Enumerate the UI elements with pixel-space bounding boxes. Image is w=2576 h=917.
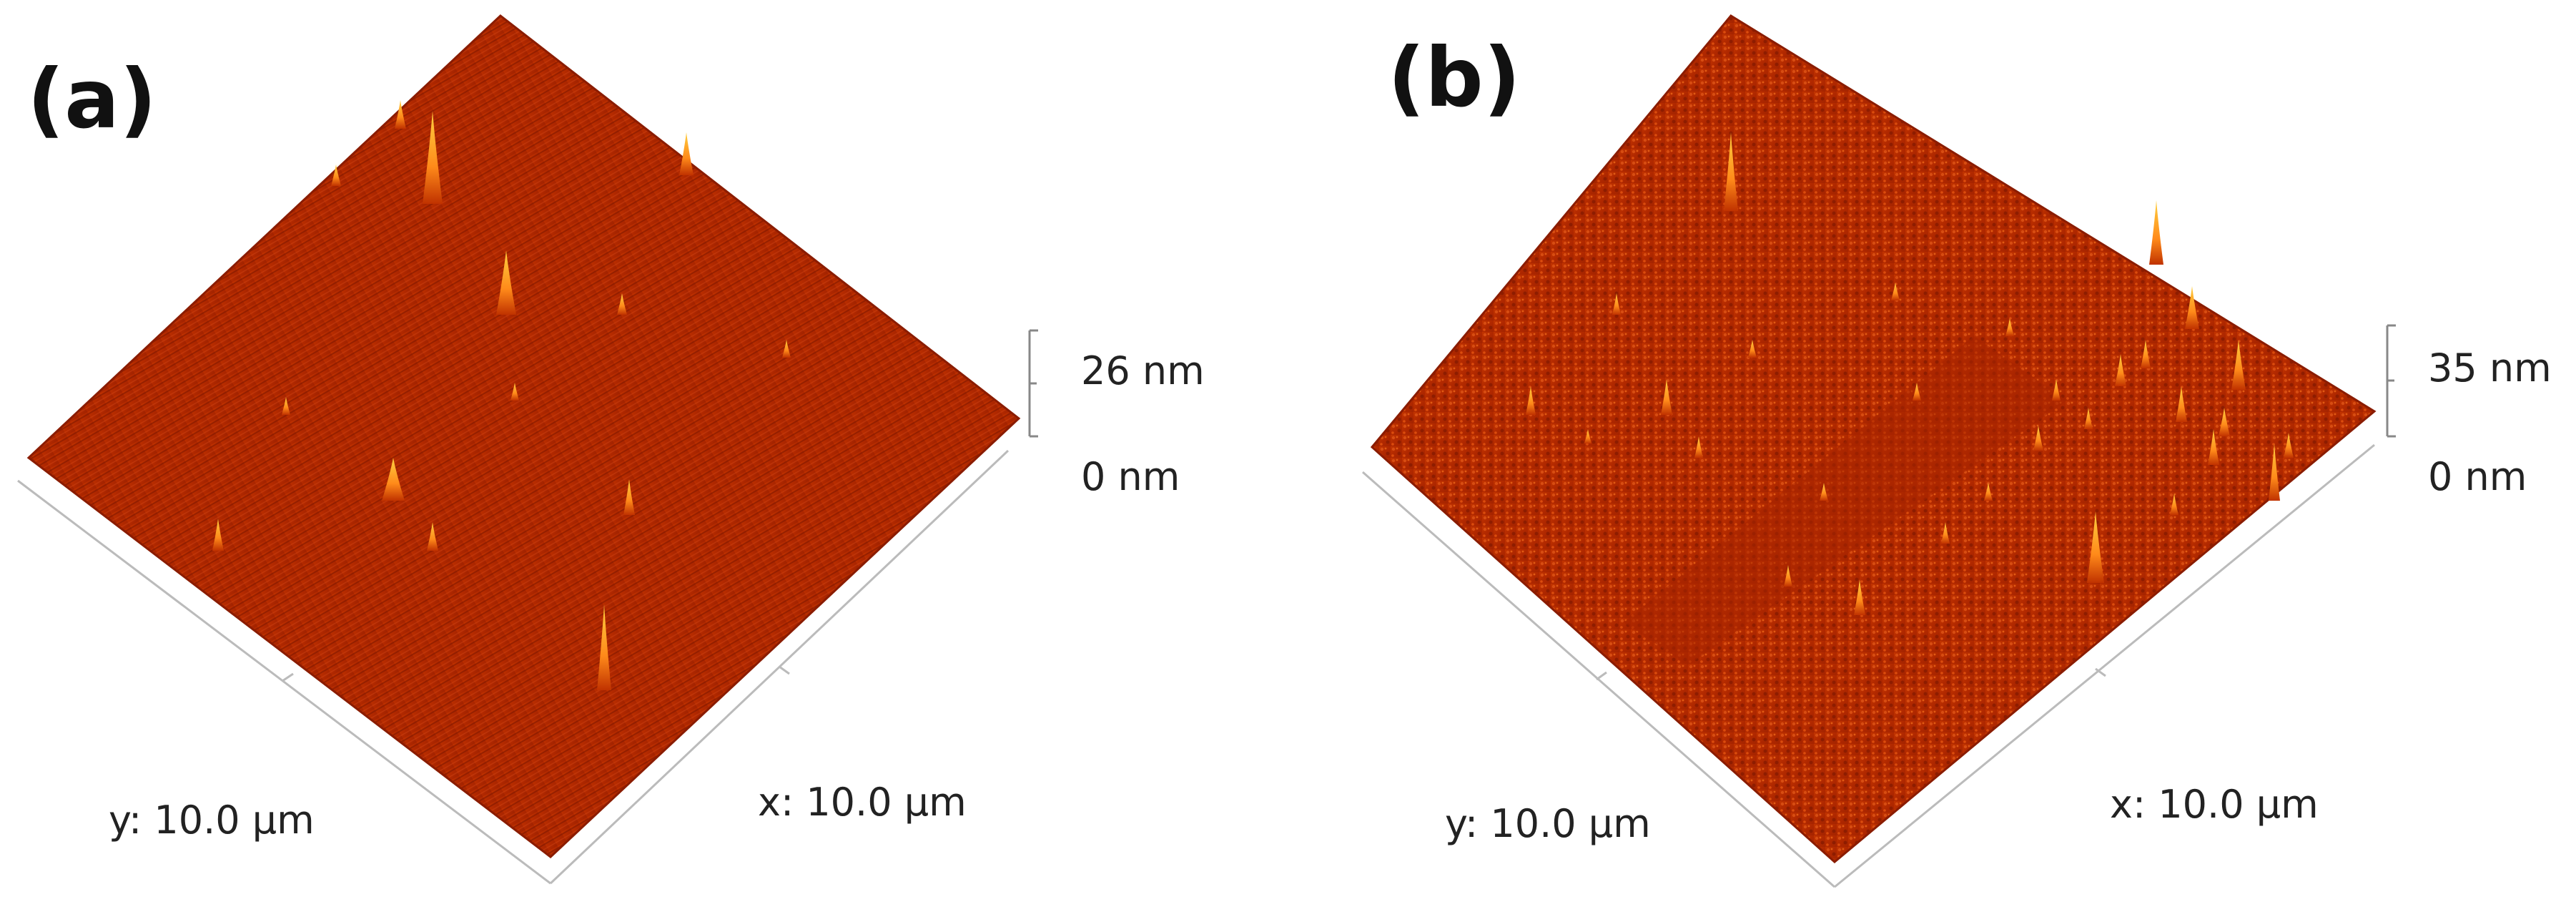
surface-peak (331, 165, 341, 186)
surface-peak (2170, 494, 2178, 515)
afm-surface-a (17, 14, 1038, 885)
surface-peak (597, 604, 611, 690)
surface-peak (2033, 426, 2043, 451)
surface-peak (1820, 483, 1828, 501)
surface-peak (2141, 340, 2151, 368)
surface-peak (2149, 200, 2163, 265)
surface-peak (1913, 383, 1921, 401)
surface-peak (1661, 379, 1672, 415)
surface-peak (510, 383, 519, 401)
z-bottom-label-b: 0 nm (2428, 454, 2527, 499)
surface-peak (2052, 379, 2061, 401)
surface-peak (679, 132, 694, 175)
surface-peak (1941, 522, 1950, 544)
surface-peak (382, 458, 405, 501)
surface-peak (2087, 511, 2104, 583)
smooth-band-b (1624, 336, 2067, 665)
surface-peak (782, 340, 791, 358)
surface-peak (1748, 340, 1757, 358)
z-top-label-b: 35 nm (2428, 345, 2552, 391)
surface-peak (1724, 132, 1738, 211)
z-top-label-a: 26 nm (1081, 348, 1205, 393)
surface-plane-a (26, 14, 1021, 858)
surface-peak (1984, 483, 1993, 501)
y-axis-line-b (1362, 471, 1835, 888)
surface-peak (623, 479, 635, 515)
surface-peak (212, 519, 224, 551)
y-axis-label-b: y: 10.0 µm (1445, 801, 1651, 846)
surface-peak (282, 397, 290, 415)
surface-peak (2284, 433, 2294, 458)
x-axis-label-a: x: 10.0 µm (758, 780, 967, 825)
x-axis-line-b (1834, 443, 2375, 888)
surface-peaks-a (212, 100, 791, 690)
afm-panel-a: (a) 26 nm 0 nm y: 10.0 µm x: 10.0 µm (17, 14, 1205, 885)
surface-peak (1584, 429, 1592, 443)
surface-peak (2005, 318, 2014, 336)
surface-peak (1612, 293, 1621, 315)
y-axis-line-a (17, 479, 551, 885)
surface-peak (2185, 286, 2199, 329)
surface-peak (2115, 354, 2126, 386)
panel-label-b: (b) (1388, 30, 1521, 125)
surface-peak (2219, 408, 2230, 436)
panel-label-a: (a) (27, 52, 157, 147)
surface-peak (2269, 443, 2280, 501)
surface-peak (2084, 408, 2093, 429)
y-axis-label-a: y: 10.0 µm (109, 798, 315, 843)
afm-surface-b (1362, 14, 2396, 888)
surface-peak (1854, 579, 1865, 615)
surface-peak (617, 293, 627, 315)
z-bottom-label-a: 0 nm (1081, 454, 1180, 499)
afm-panel-b: (b) 35 nm 0 nm y: 10.0 µm x: 10.0 µm (1288, 0, 2575, 917)
surface-peak (2176, 386, 2187, 422)
x-axis-label-b: x: 10.0 µm (2110, 782, 2319, 827)
surface-peak (427, 522, 438, 551)
surface-peak (1694, 436, 1703, 458)
surface-peak (2231, 340, 2246, 390)
surface-peaks-b (1526, 132, 2294, 615)
surface-peak (496, 250, 516, 315)
surface-peak (2208, 429, 2219, 465)
surface-peak (1784, 565, 1792, 587)
surface-peak (1891, 283, 1900, 300)
surface-peak (423, 111, 443, 204)
surface-peak (395, 100, 406, 129)
surface-peak (1526, 386, 1536, 415)
